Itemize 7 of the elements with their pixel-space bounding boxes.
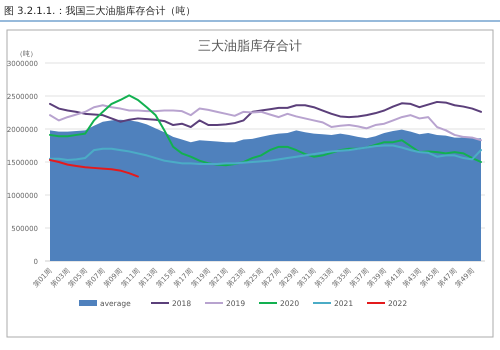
- line-series: [49, 144, 482, 165]
- chart-title: 三大油脂库存合计: [198, 39, 302, 54]
- line-series: [49, 100, 482, 128]
- line-series: [49, 94, 482, 166]
- caption: 图 3.2.1.1.：我国三大油脂库存合计（吨）: [4, 5, 196, 17]
- line-series: [49, 104, 482, 142]
- line-series: [49, 159, 139, 178]
